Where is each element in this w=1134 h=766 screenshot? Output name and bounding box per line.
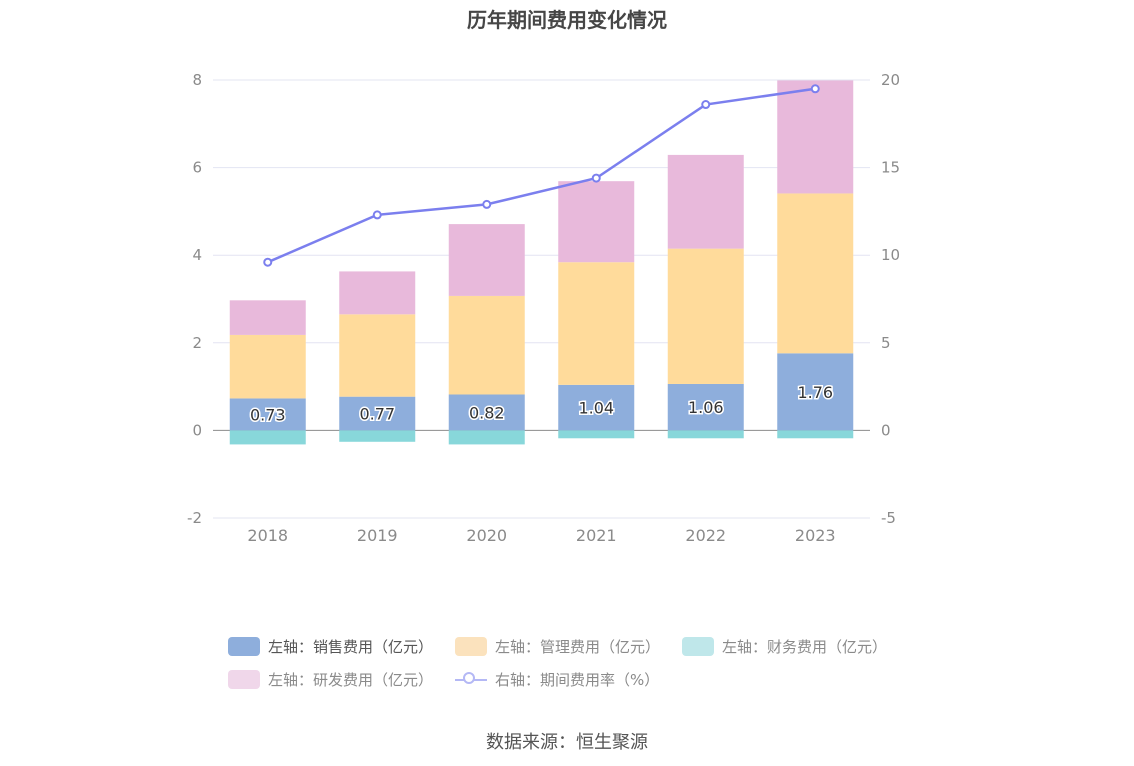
bar-sales — [339, 396, 416, 431]
legend-row-1: 左轴：销售费用（亿元） 左轴：管理费用（亿元） 左轴：财务费用（亿元） — [228, 630, 928, 663]
bar-sales — [777, 353, 854, 431]
legend-swatch-rd — [228, 670, 260, 689]
bar-data-label: 0.82 — [469, 403, 505, 422]
bar-rd — [777, 80, 854, 194]
bar-rd — [558, 181, 635, 263]
chart-title: 历年期间费用变化情况 — [467, 8, 667, 32]
x-tick-label: 2020 — [466, 526, 507, 545]
bar-rd — [339, 271, 416, 315]
expense-ratio-point — [482, 199, 492, 209]
bar-finance — [667, 430, 744, 439]
bar-admin — [667, 248, 744, 384]
bar-sales — [448, 394, 525, 431]
bar-sales — [229, 398, 306, 431]
y-left-tick-label: 4 — [192, 246, 202, 264]
bar-sales — [558, 384, 635, 431]
bar-admin — [777, 193, 854, 354]
bar-admin — [558, 262, 635, 385]
y-left-tick-label: 2 — [192, 334, 202, 352]
y-right-tick-label: -5 — [881, 509, 896, 527]
legend-item-admin[interactable]: 左轴：管理费用（亿元） — [455, 636, 660, 657]
y-right-tick-label: 10 — [881, 246, 900, 264]
bar-finance — [448, 430, 525, 445]
bar-data-label: 1.76 — [797, 383, 833, 402]
y-left-tick-label: 0 — [192, 421, 202, 439]
x-tick-label: 2019 — [357, 526, 398, 545]
chart-canvas: -2 -5 0 0 2 5 4 10 6 15 8 20 0.73 0.77 0.82 1.04 1.06 1.7… — [187, 71, 900, 545]
bar-finance — [558, 430, 635, 439]
expense-ratio-line — [267, 87, 816, 264]
bar-admin — [448, 295, 525, 395]
legend-label-finance: 左轴：财务费用（亿元） — [722, 638, 888, 656]
x-tick-label: 2023 — [795, 526, 836, 545]
x-tick-label: 2021 — [576, 526, 617, 545]
legend-label-expense-ratio: 右轴：期间费用率（%） — [495, 671, 660, 689]
y-right-tick-label: 15 — [881, 159, 900, 177]
y-left-tick-label: -2 — [187, 509, 202, 527]
legend-swatch-admin — [455, 637, 488, 656]
bar-rd — [229, 300, 306, 335]
expense-ratio-point — [591, 173, 601, 183]
legend-label-sales: 左轴：销售费用（亿元） — [268, 638, 434, 656]
bar-admin — [339, 314, 416, 397]
expense-ratio-point — [263, 257, 273, 267]
legend-swatch-sales — [228, 637, 260, 656]
bar-rd — [448, 224, 525, 296]
legend-item-finance[interactable]: 左轴：财务费用（亿元） — [682, 636, 887, 657]
legend-label-admin: 左轴：管理费用（亿元） — [495, 638, 661, 656]
bar-data-label: 0.77 — [359, 405, 395, 424]
y-right-tick-label: 20 — [881, 71, 900, 89]
legend-swatch-expense-ratio — [455, 670, 488, 689]
y-left-tick-label: 6 — [192, 159, 202, 177]
legend-item-sales[interactable]: 左轴：销售费用（亿元） — [228, 636, 433, 657]
x-tick-label: 2022 — [685, 526, 726, 545]
bar-data-label: 0.73 — [250, 405, 286, 424]
legend-row-2: 左轴：研发费用（亿元） 右轴：期间费用率（%） — [228, 663, 928, 696]
expense-ratio-point — [701, 100, 711, 110]
legend-swatch-finance — [682, 637, 715, 656]
x-tick-label: 2018 — [247, 526, 288, 545]
y-right-tick-label: 0 — [881, 421, 891, 439]
bar-data-label: 1.06 — [688, 398, 724, 417]
bar-sales — [667, 383, 744, 431]
expense-ratio-point — [372, 210, 382, 220]
y-right-tick-label: 5 — [881, 334, 891, 352]
y-left-tick-label: 8 — [192, 71, 202, 89]
legend-item-rd[interactable]: 左轴：研发费用（亿元） — [228, 669, 433, 690]
expense-ratio-point — [810, 84, 820, 94]
bar-rd — [667, 154, 744, 249]
legend-label-rd: 左轴：研发费用（亿元） — [268, 671, 434, 689]
bar-finance — [339, 430, 416, 442]
legend-item-expense-ratio[interactable]: 右轴：期间费用率（%） — [455, 669, 659, 690]
bar-finance — [229, 430, 306, 445]
bar-data-label: 1.04 — [578, 399, 614, 418]
bar-admin — [229, 334, 306, 399]
bar-finance — [777, 430, 854, 439]
legend: 左轴：销售费用（亿元） 左轴：管理费用（亿元） 左轴：财务费用（亿元） 左轴：研… — [228, 630, 928, 696]
data-source: 数据来源：恒生聚源 — [486, 732, 648, 753]
